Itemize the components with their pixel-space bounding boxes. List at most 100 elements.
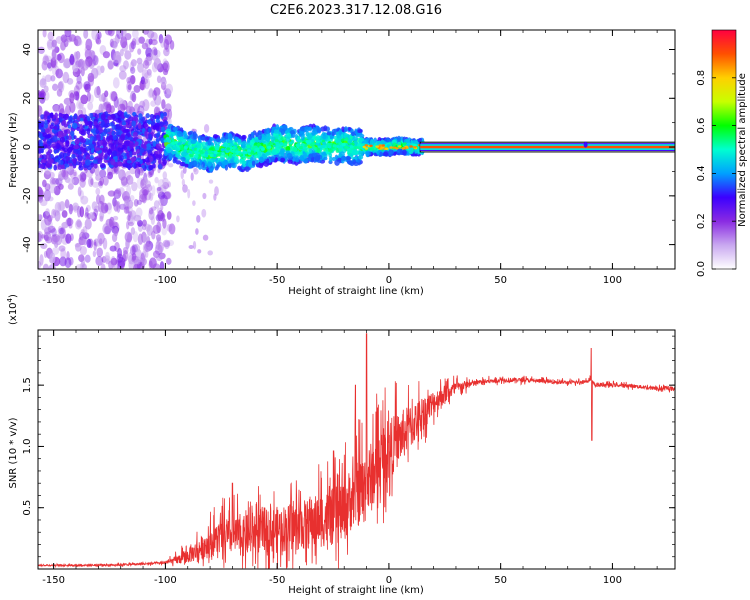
spectral-cell <box>338 141 343 146</box>
spectral-cell <box>299 146 303 150</box>
x-tick-label: -150 <box>42 275 65 286</box>
spectral-cell <box>234 155 239 161</box>
spectral-cell <box>94 113 98 119</box>
spectral-cell <box>287 159 293 164</box>
spectral-cell <box>169 40 175 50</box>
spectral-cell <box>43 53 49 64</box>
spectral-cell <box>364 147 369 150</box>
spectrogram-plot-frame <box>37 29 676 270</box>
spectral-cell <box>162 62 169 71</box>
spectral-cell <box>152 140 157 147</box>
spectral-cell <box>52 233 60 243</box>
spectral-cell <box>55 117 60 123</box>
spectral-cell <box>124 50 132 60</box>
spectral-cell <box>158 34 164 44</box>
spectral-cell <box>65 139 70 144</box>
spectral-cell <box>119 48 124 57</box>
spectral-cell <box>150 216 155 225</box>
spectral-cell <box>80 233 86 243</box>
spectral-cell <box>130 59 137 67</box>
spectral-cell <box>356 129 363 134</box>
spectral-cell <box>47 31 54 41</box>
spectral-cell <box>118 155 125 161</box>
spectral-cell <box>247 160 253 168</box>
spectral-cell <box>97 180 103 187</box>
spectral-cell <box>63 129 68 134</box>
spectral-cell <box>100 113 106 121</box>
spectral-cell <box>60 248 67 260</box>
spectral-cell <box>183 148 188 152</box>
spectral-cell <box>323 125 328 132</box>
spectral-cell <box>222 160 229 166</box>
spectral-cell <box>52 104 61 113</box>
spectral-cell <box>49 252 56 264</box>
spectral-cell <box>52 104 61 112</box>
spectral-cell <box>44 183 51 191</box>
spectral-cell <box>38 105 43 117</box>
spectral-cell <box>86 128 91 135</box>
spectral-cell <box>53 125 58 130</box>
spectral-cell <box>311 142 316 146</box>
spectral-cell <box>111 130 115 136</box>
spectral-cell <box>208 167 214 172</box>
figure-title: C2E6.2023.317.12.08.G16 <box>270 3 442 18</box>
spectral-cell <box>300 134 305 141</box>
spectral-cell <box>133 263 140 269</box>
spectral-cell <box>354 146 358 150</box>
spectral-cell <box>127 214 136 227</box>
spectral-cell <box>74 220 83 230</box>
spectral-cell <box>113 96 119 108</box>
spectral-cell <box>42 263 49 269</box>
spectral-cell <box>283 143 288 147</box>
spectral-cell <box>144 157 151 163</box>
spectral-cell <box>193 153 199 159</box>
spectral-cell <box>65 135 69 140</box>
spectral-cell <box>105 103 112 114</box>
spectral-cell <box>253 154 259 159</box>
spectral-cell <box>57 130 64 138</box>
spectral-cell <box>107 30 115 37</box>
steady-line-layer <box>420 145 675 149</box>
spectral-cell <box>285 145 290 152</box>
spectral-cell <box>44 134 51 139</box>
spectral-cell <box>61 169 66 178</box>
spectral-cell <box>286 152 293 159</box>
spectral-cell <box>86 91 91 102</box>
spectral-cell <box>162 159 167 165</box>
spectral-cell <box>123 145 127 151</box>
y-tick-label: 0 <box>22 144 33 150</box>
spectral-cell <box>57 201 65 212</box>
spectral-cell <box>86 121 93 126</box>
spectral-cell <box>47 214 53 222</box>
spectral-cell <box>180 156 186 162</box>
spectral-cell <box>180 169 184 180</box>
spectral-cell <box>311 130 316 136</box>
spectral-cell <box>99 169 107 178</box>
snr-series-line <box>38 333 675 569</box>
spectral-cell <box>68 34 77 42</box>
spectral-cell <box>182 166 187 174</box>
spectral-cell <box>136 199 143 206</box>
y-tick-label: 40 <box>22 43 33 56</box>
spectral-cell <box>129 194 135 202</box>
spectral-cell <box>95 174 101 181</box>
spectral-cell <box>129 150 133 158</box>
spectral-cell <box>58 245 66 252</box>
spectral-cell <box>213 134 218 139</box>
spectral-cell <box>69 92 75 104</box>
spectral-cell <box>113 167 118 173</box>
spectral-cell <box>244 165 250 172</box>
spectral-cell <box>54 158 60 163</box>
spectral-cell <box>113 226 119 237</box>
spectral-cell <box>273 129 279 134</box>
spectral-cell <box>303 143 308 147</box>
spectral-cell <box>76 100 82 110</box>
spectral-cell <box>39 139 43 147</box>
spectral-cell <box>144 130 148 137</box>
spectral-cell <box>92 129 97 136</box>
spectral-cell <box>65 155 70 161</box>
spectral-cell <box>138 36 145 44</box>
spectral-cell <box>123 155 128 160</box>
spectral-cell <box>365 150 370 158</box>
spectral-cell <box>69 169 78 179</box>
